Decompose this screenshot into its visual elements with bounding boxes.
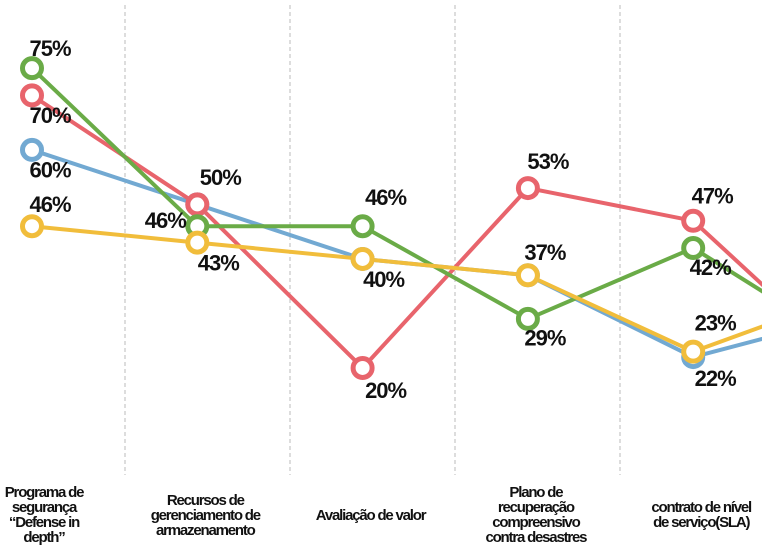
data-label: 75% xyxy=(29,36,70,61)
data-label: 29% xyxy=(524,326,565,351)
x-tick-label: Plano de recuperação compreensivo contra… xyxy=(485,484,587,546)
point-marker xyxy=(515,263,540,288)
point-marker xyxy=(20,83,44,108)
data-label: 23% xyxy=(695,310,736,335)
data-label: 70% xyxy=(29,103,70,128)
x-tick-label: Recursos de gerenciamento de armazenamen… xyxy=(150,491,261,539)
data-label: 22% xyxy=(695,366,736,391)
point-marker xyxy=(350,214,375,239)
data-label: 20% xyxy=(365,378,406,403)
separators xyxy=(124,5,621,475)
data-label: 46% xyxy=(29,192,70,217)
data-label: 37% xyxy=(524,240,565,265)
x-tick-label: Programa de segurança “Defense in depth” xyxy=(4,484,85,546)
point-marker xyxy=(515,306,540,331)
series-line xyxy=(30,93,762,370)
data-label: 43% xyxy=(198,250,239,275)
data-label: 40% xyxy=(363,267,404,292)
series-line xyxy=(31,148,762,360)
point-marker xyxy=(185,192,210,217)
point-marker xyxy=(515,176,540,201)
data-label: 50% xyxy=(200,165,241,190)
point-marker xyxy=(20,56,44,81)
point-marker xyxy=(681,339,706,364)
point-marker xyxy=(350,246,375,271)
data-label: 60% xyxy=(29,158,70,183)
point-marker xyxy=(20,214,44,239)
point-marker xyxy=(350,355,375,380)
data-label: 42% xyxy=(690,255,731,280)
data-label: 46% xyxy=(365,185,406,210)
series-line xyxy=(31,224,762,354)
data-label: 46% xyxy=(145,208,186,233)
point-marker xyxy=(185,230,210,255)
data-label: 53% xyxy=(527,149,568,174)
x-tick-label: Avaliação de valor xyxy=(315,506,427,524)
point-marker xyxy=(681,208,706,233)
x-tick-label: contrato de nível de serviço(SLA) xyxy=(651,499,752,531)
point-marker xyxy=(20,137,44,162)
series-line xyxy=(30,66,762,321)
data-label: 47% xyxy=(692,184,733,209)
point-marker xyxy=(681,236,706,261)
